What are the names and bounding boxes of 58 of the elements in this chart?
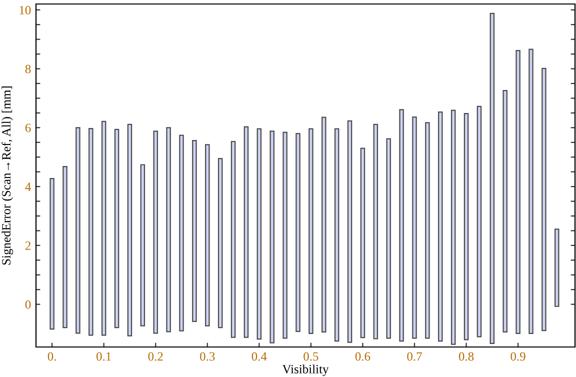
bar (282, 132, 288, 339)
bar (244, 126, 249, 338)
bar (373, 124, 378, 340)
bar (464, 112, 469, 340)
x-tick-label: 0.2 (148, 352, 163, 361)
bar (554, 228, 560, 307)
bar (256, 128, 262, 340)
y-tick-label: 2 (25, 241, 30, 250)
bar (502, 90, 508, 333)
x-tick-label: 0.8 (458, 352, 474, 361)
bar (360, 148, 366, 338)
bar (308, 128, 314, 334)
bar (425, 122, 430, 339)
bar (140, 164, 146, 326)
x-tick-label: 0.9 (510, 352, 526, 361)
bar (192, 140, 197, 322)
bar (450, 110, 456, 345)
bar (270, 130, 274, 344)
bar (50, 178, 54, 330)
y-tick-label: 10 (20, 6, 31, 14)
bar (218, 158, 223, 328)
y-axis-title: SignedError (Scan→Ref, All) [mm] (2, 86, 14, 265)
x-tick-label: 0.1 (96, 352, 111, 361)
bar (399, 109, 404, 342)
y-tick-label: 4 (25, 182, 31, 191)
x-tick-label: 0. (48, 352, 56, 361)
bar (114, 128, 120, 328)
y-tick-label: 0 (25, 300, 31, 309)
bar (166, 127, 171, 332)
bar (101, 120, 106, 336)
bar (76, 127, 80, 334)
x-tick-label: 0.4 (252, 352, 267, 361)
x-tick-label: 0.7 (407, 352, 422, 361)
y-tick-label: 8 (25, 64, 31, 74)
bar (542, 68, 546, 332)
bar (476, 106, 482, 338)
bar (88, 128, 94, 336)
x-tick-label: 0.3 (200, 352, 215, 361)
y-tick-label: 6 (25, 124, 31, 132)
bar (334, 128, 340, 342)
bar (516, 50, 520, 334)
bar (230, 140, 236, 338)
bar (322, 116, 326, 333)
bar (179, 134, 184, 332)
bar (412, 116, 417, 339)
bar (153, 130, 158, 334)
x-tick-label: 0.6 (355, 352, 370, 361)
bar (438, 111, 443, 342)
bar (62, 166, 68, 328)
bar (296, 132, 300, 332)
x-axis-title: Visibility (282, 364, 329, 376)
bar (127, 124, 132, 336)
bar (205, 144, 210, 326)
bar (347, 120, 352, 343)
x-tick-label: 0.5 (304, 352, 318, 361)
bar (386, 138, 391, 339)
bar (528, 48, 534, 334)
bar (490, 12, 495, 344)
